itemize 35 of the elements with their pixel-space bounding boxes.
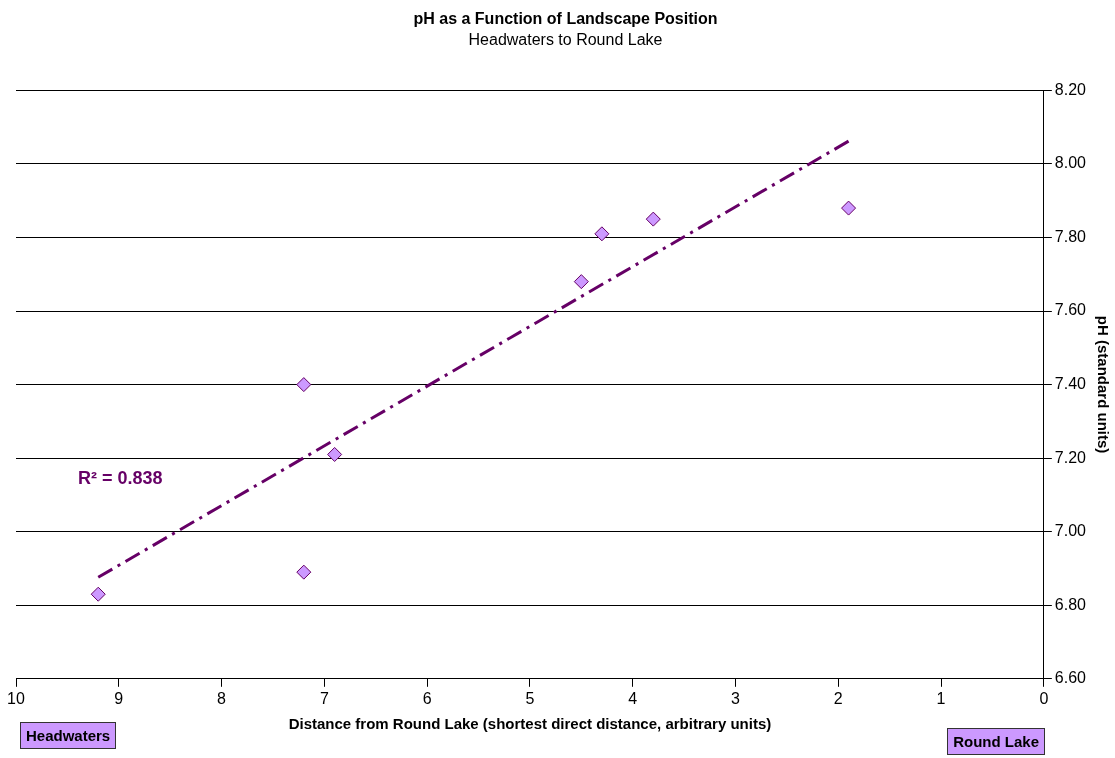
x-tick-label: 9 <box>114 689 124 707</box>
y-tick-label: 8.20 <box>1054 80 1087 98</box>
x-tick-label: 6 <box>422 689 432 707</box>
x-tick-label: 4 <box>628 689 638 707</box>
chart-subtitle: Headwaters to Round Lake <box>468 31 663 49</box>
y-tick-label: 7.80 <box>1054 227 1087 245</box>
annotation: R² = 0.838 <box>78 468 163 489</box>
x-tick-label: 1 <box>936 689 946 707</box>
chart-title: pH as a Function of Landscape Position <box>413 10 718 28</box>
point <box>841 200 857 216</box>
y-tick-label: 7.20 <box>1054 448 1087 466</box>
y-tick-label: 6.60 <box>1054 669 1087 687</box>
point <box>296 564 312 580</box>
point <box>645 211 661 227</box>
text: Round Lake <box>947 728 1045 755</box>
y-tick-label: 7.40 <box>1054 375 1087 393</box>
x-tick-label: 10 <box>7 689 25 707</box>
x-tick-label: 3 <box>731 689 741 707</box>
x-tick-label: 8 <box>217 689 227 707</box>
y-axis-title: pH (standard units) <box>1094 315 1112 454</box>
x-axis-title: Distance from Round Lake (shortest direct distance, arbitrary units) <box>288 715 772 733</box>
x-tick-label: 7 <box>319 689 329 707</box>
y-tick-label: 6.80 <box>1054 595 1087 613</box>
point <box>296 377 312 393</box>
y-tick-label: 7.00 <box>1054 522 1087 540</box>
point <box>594 226 610 242</box>
x-tick-label: 2 <box>833 689 843 707</box>
x-tick-label: 0 <box>1039 689 1049 707</box>
y-tick-label: 8.00 <box>1054 154 1087 172</box>
point <box>573 274 589 290</box>
text: Headwaters <box>20 722 117 749</box>
y-tick-label: 7.60 <box>1054 301 1087 319</box>
x-tick-label: 5 <box>525 689 535 707</box>
point <box>327 446 343 462</box>
point <box>90 586 106 602</box>
